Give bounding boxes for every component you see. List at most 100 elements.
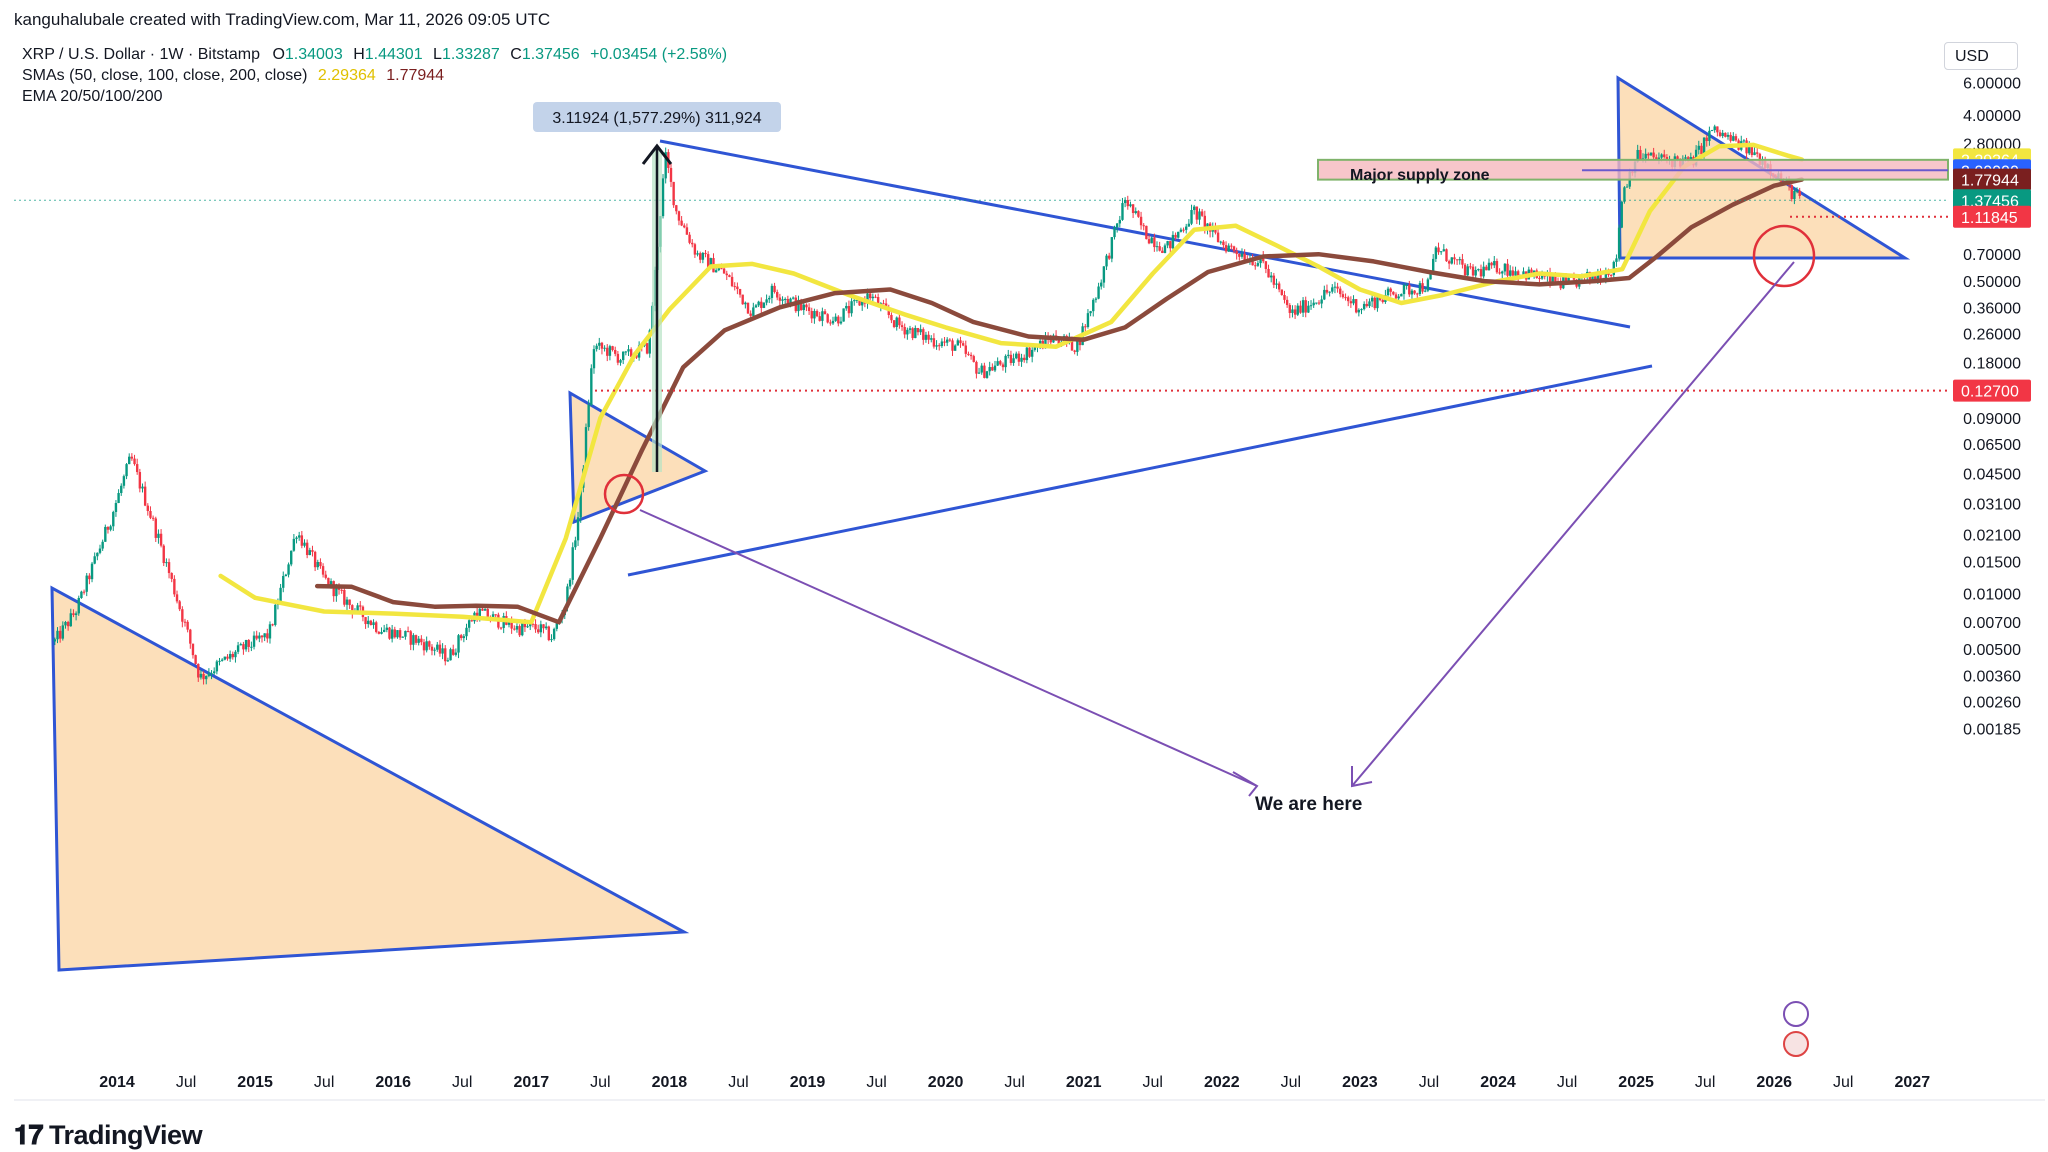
candle-body-194 <box>568 579 572 587</box>
candle-body-130 <box>398 630 402 638</box>
candle-body-28 <box>128 456 131 465</box>
candle-body-559 <box>1538 277 1541 279</box>
candle-body-344 <box>967 353 970 355</box>
candle-body-135 <box>412 635 415 645</box>
candle-body-23 <box>114 503 118 512</box>
candle-body-525 <box>1447 261 1451 264</box>
candle-body-131 <box>401 636 404 638</box>
candle-body-623 <box>1708 130 1711 142</box>
y-tick-0: 6.00000 <box>1963 76 2021 93</box>
candle-body-97 <box>311 550 314 552</box>
x-tick-24: 2026 <box>1756 1074 1792 1091</box>
candle-body-441 <box>1224 245 1228 252</box>
candle-body-542 <box>1493 261 1496 266</box>
candle-body-349 <box>980 365 983 373</box>
candle-body-270 <box>770 285 774 298</box>
candle-body-348 <box>977 372 981 374</box>
candle-body-480 <box>1328 291 1331 293</box>
candle-body-234 <box>675 205 678 212</box>
candle-body-451 <box>1251 258 1254 266</box>
candle-body-383 <box>1070 336 1074 351</box>
tradingview-brand[interactable]: 𝟏𝟕 TradingView <box>14 1120 203 1152</box>
candle-body-175 <box>518 626 521 636</box>
candle-body-601 <box>1649 152 1653 156</box>
candle-body-535 <box>1474 269 1477 276</box>
candle-body-247 <box>709 258 713 268</box>
symbol-name[interactable]: XRP / U.S. Dollar · 1W · Bitstamp <box>22 46 260 63</box>
candle-body-361 <box>1012 358 1015 363</box>
candle-body-82 <box>271 624 274 626</box>
candle-body-292 <box>829 322 832 324</box>
close-label: C <box>510 46 522 63</box>
candle-body-432 <box>1200 211 1204 216</box>
candle-body-627 <box>1718 132 1722 137</box>
candle-body-520 <box>1434 247 1438 259</box>
legend-sma-row[interactable]: SMAs (50, close, 100, close, 200, close)… <box>22 65 727 86</box>
candle-body-294 <box>834 316 837 321</box>
candle-body-138 <box>420 638 423 643</box>
candle-body-126 <box>388 627 391 639</box>
y-tick-5: 0.50000 <box>1963 274 2021 291</box>
candle-body-63 <box>220 659 224 661</box>
candle-body-104 <box>329 581 333 587</box>
currency-selector[interactable]: USD <box>1944 42 2018 70</box>
candle-body-628 <box>1721 132 1724 137</box>
sma-value-2: 1.77944 <box>386 67 445 84</box>
candle-body-232 <box>669 167 673 182</box>
x-tick-21: Jul <box>1557 1074 1577 1091</box>
x-tick-18: 2023 <box>1342 1074 1378 1091</box>
time-axis[interactable]: 2014 Jul 2015 Jul 2016 Jul 2017 Jul 2018 Jul 2019 J… <box>99 1074 1930 1091</box>
candle-body-242 <box>696 253 699 255</box>
candle-body-177 <box>523 623 527 628</box>
candle-body-393 <box>1097 286 1100 299</box>
candle-body-443 <box>1230 245 1233 247</box>
events-flag-icon <box>1783 1031 1809 1057</box>
candle-body-620 <box>1700 145 1703 155</box>
candle-body-369 <box>1033 346 1037 350</box>
candle-body-494 <box>1365 303 1369 307</box>
measure-label-box <box>533 102 781 132</box>
candle-body-513 <box>1416 293 1419 295</box>
candle-body-640 <box>1753 152 1756 156</box>
candle-body-143 <box>433 649 436 651</box>
candle-body-657 <box>1798 190 1801 196</box>
candle-body-229 <box>661 178 665 217</box>
candle-body-471 <box>1304 300 1307 313</box>
candle-body-398 <box>1110 237 1114 259</box>
x-tick-19: Jul <box>1419 1074 1439 1091</box>
candle-body-120 <box>372 622 375 626</box>
candle-body-354 <box>993 365 997 371</box>
candle-body-345 <box>969 354 973 357</box>
legend-symbol-row: XRP / U.S. Dollar · 1W · Bitstamp O1.340… <box>22 44 727 65</box>
candle-body-421 <box>1171 234 1175 249</box>
candle-body-412 <box>1147 239 1151 244</box>
candle-body-239 <box>688 234 691 243</box>
candle-body-111 <box>348 599 351 606</box>
candle-body-216 <box>627 349 630 352</box>
candle-body-230 <box>664 152 667 179</box>
y-tick-17: 0.00700 <box>1963 615 2021 632</box>
candle-body-340 <box>956 340 960 346</box>
candle-body-581 <box>1596 273 1600 280</box>
candle-body-237 <box>683 225 686 228</box>
candle-body-390 <box>1089 311 1092 314</box>
candle-body-534 <box>1471 266 1475 276</box>
candle-body-564 <box>1551 274 1554 283</box>
candle-body-319 <box>900 325 904 328</box>
price-label-box-2 <box>1953 168 2031 191</box>
candle-body-523 <box>1442 249 1446 252</box>
candle-body-157 <box>470 620 474 622</box>
candle-body-397 <box>1107 255 1111 259</box>
candle-body-180 <box>531 623 535 625</box>
candle-body-536 <box>1477 269 1480 271</box>
legend-ema-row[interactable]: EMA 20/50/100/200 <box>22 86 727 107</box>
candle-body-364 <box>1020 357 1023 362</box>
candle-body-466 <box>1291 309 1294 313</box>
moving-averages <box>218 142 1805 625</box>
candle-body-121 <box>375 622 378 632</box>
price-label-4: 1.11845 <box>1961 210 2018 227</box>
y-tick-15: 0.01500 <box>1963 554 2021 571</box>
candle-body-293 <box>831 320 835 324</box>
candle-body-205 <box>598 342 601 346</box>
